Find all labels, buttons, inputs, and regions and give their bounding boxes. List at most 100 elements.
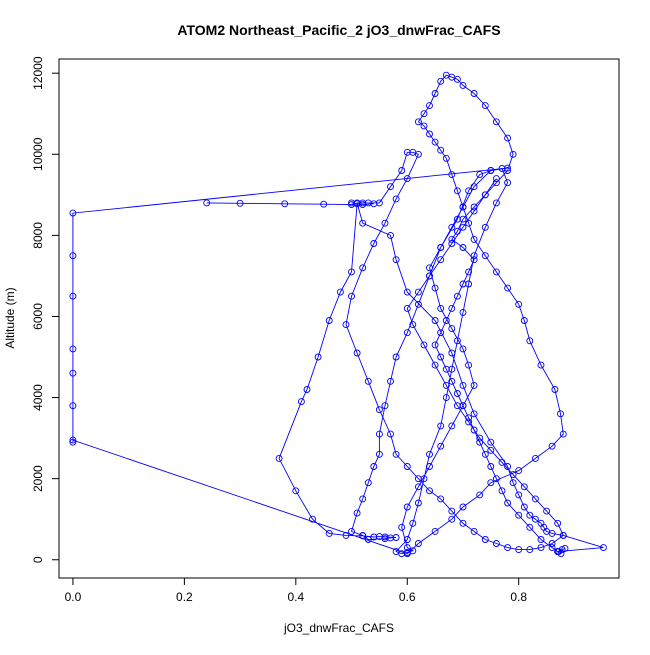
y-tick-label: 12000 — [31, 56, 45, 90]
data-point — [554, 519, 562, 527]
data-point — [398, 523, 406, 531]
data-point — [548, 544, 556, 552]
data-point — [509, 471, 517, 479]
data-point — [459, 244, 467, 251]
series-layer — [69, 71, 607, 558]
data-point — [453, 402, 461, 410]
data-point — [297, 398, 305, 406]
data-point — [325, 529, 333, 537]
data-point — [431, 317, 439, 324]
data-point — [551, 386, 559, 393]
data-point — [459, 223, 467, 231]
data-point — [492, 118, 500, 126]
data-point — [414, 300, 422, 308]
y-tick-label: 6000 — [31, 303, 45, 330]
data-point — [504, 284, 512, 292]
data-point — [292, 487, 300, 495]
data-point — [392, 256, 400, 264]
data-point — [431, 527, 439, 535]
data-point — [470, 252, 478, 260]
data-point — [403, 148, 411, 156]
data-point — [426, 264, 433, 272]
data-point — [465, 418, 473, 426]
data-point — [414, 150, 422, 158]
data-point — [498, 458, 506, 466]
data-point — [387, 430, 394, 438]
data-point — [420, 122, 428, 130]
data-point — [498, 487, 506, 495]
data-point — [526, 546, 534, 554]
data-point — [442, 317, 450, 324]
data-point — [431, 284, 439, 292]
data-point — [448, 365, 456, 373]
data-point — [348, 201, 355, 209]
x-tick-label: 0.6 — [399, 590, 416, 604]
data-point — [353, 509, 361, 517]
data-point — [69, 436, 77, 444]
data-point — [459, 203, 467, 211]
x-tick-label: 0.4 — [287, 590, 304, 604]
data-point — [303, 386, 311, 393]
data-point — [392, 353, 400, 361]
data-point — [409, 321, 417, 329]
data-point — [414, 288, 422, 296]
data-point — [492, 475, 500, 483]
data-point — [509, 150, 517, 158]
data-point — [487, 479, 495, 487]
data-point — [69, 252, 77, 260]
y-tick-label: 2000 — [31, 465, 45, 492]
data-point — [403, 175, 411, 183]
data-point — [437, 244, 445, 251]
data-point — [548, 540, 556, 547]
data-point — [370, 463, 378, 470]
data-point — [465, 268, 473, 276]
data-point — [403, 329, 411, 337]
data-point — [531, 454, 539, 462]
data-point — [543, 507, 551, 515]
data-point — [470, 410, 478, 418]
data-point — [599, 544, 607, 552]
data-point — [403, 550, 411, 558]
series-line-2 — [206, 151, 564, 551]
data-point — [459, 308, 467, 316]
data-point — [203, 199, 211, 207]
data-point — [537, 361, 545, 369]
data-point — [370, 240, 378, 247]
data-point — [437, 146, 445, 154]
data-point — [309, 515, 316, 523]
data-point — [375, 430, 383, 438]
data-point — [398, 167, 406, 174]
data-point — [476, 491, 484, 499]
data-point — [448, 325, 456, 333]
data-point — [453, 292, 461, 300]
data-point — [403, 463, 411, 470]
data-point — [437, 442, 445, 450]
data-point — [448, 507, 456, 515]
data-point — [492, 540, 500, 547]
data-point — [442, 394, 450, 402]
data-point — [431, 361, 439, 369]
data-point — [515, 300, 523, 308]
data-point — [459, 215, 467, 223]
data-point — [442, 365, 450, 373]
data-point — [69, 438, 77, 446]
data-point — [359, 531, 367, 539]
data-point — [453, 187, 461, 195]
data-point — [481, 223, 489, 231]
y-tick-label: 0 — [31, 556, 45, 563]
data-point — [414, 475, 422, 483]
data-point — [531, 515, 539, 523]
data-point — [359, 495, 367, 503]
data-point — [236, 199, 244, 207]
x-tick-label: 0.8 — [510, 590, 527, 604]
data-point — [559, 531, 567, 539]
data-point — [509, 479, 517, 487]
data-point — [561, 544, 569, 552]
data-point — [465, 187, 473, 195]
data-point — [470, 90, 478, 97]
data-point — [537, 536, 545, 543]
data-point — [492, 268, 500, 276]
data-point — [437, 495, 445, 503]
data-point — [504, 463, 512, 470]
